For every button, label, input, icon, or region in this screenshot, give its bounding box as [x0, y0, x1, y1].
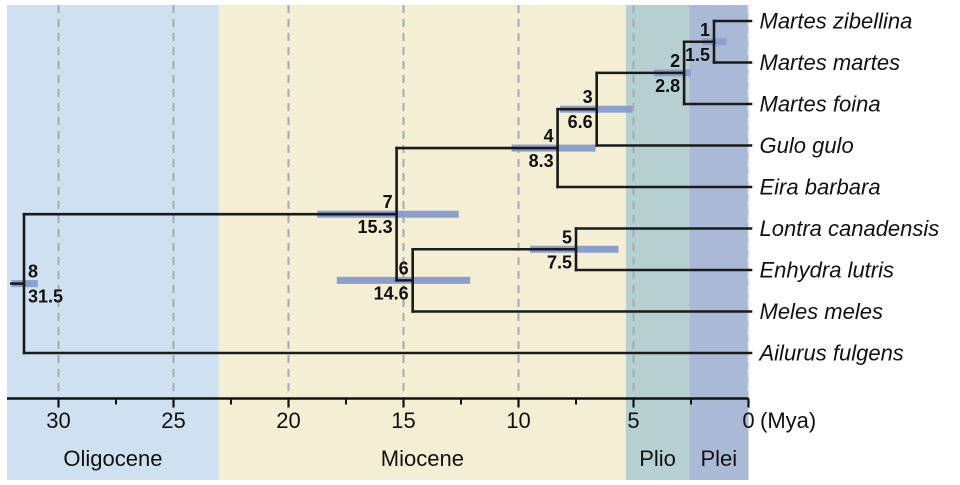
node-age-6: 14.6 [374, 283, 409, 303]
species-label-gulo-gulo: Gulo gulo [760, 133, 854, 158]
node-age-4: 8.3 [529, 151, 554, 171]
tick-label-20-mya: 20 [276, 408, 300, 433]
epoch-bands-layer [7, 5, 749, 480]
tree-branches-layer [10, 19, 753, 355]
species-label-enhydra-lutris: Enhydra lutris [760, 258, 895, 283]
epoch-label-miocene: Miocene [381, 446, 464, 471]
node-number-8: 8 [28, 262, 38, 282]
species-label-ailurus-fulgens: Ailurus fulgens [758, 341, 904, 366]
node-age-7: 15.3 [358, 217, 393, 237]
epoch-band-plei [689, 5, 749, 480]
species-label-lontra-canadensis: Lontra canadensis [760, 216, 940, 241]
node-age-5: 7.5 [547, 252, 572, 272]
tick-label-25-mya: 25 [161, 408, 185, 433]
epoch-label-plei: Plei [700, 446, 737, 471]
node-number-1: 1 [700, 20, 710, 40]
tick-label-10-mya: 10 [506, 408, 530, 433]
node-age-2: 2.8 [655, 76, 680, 96]
node-number-6: 6 [399, 258, 409, 278]
species-label-meles-meles: Meles meles [760, 299, 883, 324]
epoch-band-miocene [218, 5, 626, 480]
axis-unit-label: (Mya) [760, 408, 816, 433]
epoch-label-plio: Plio [639, 446, 676, 471]
labels-layer: 1 1.52 2.8 3 6.6 4 8.3 5 7.5 6 14.6 7 15.3 8 31.5 Marte… [28, 9, 939, 366]
tick-label-30-mya: 30 [46, 408, 70, 433]
species-label-martes-zibellina: Martes zibellina [760, 9, 913, 34]
node-number-4: 4 [544, 126, 554, 146]
species-label-eira-barbara: Eira barbara [760, 175, 881, 200]
node-number-7: 7 [383, 192, 393, 212]
species-label-martes-foina: Martes foina [760, 92, 881, 117]
node-age-3: 6.6 [568, 112, 593, 132]
species-label-martes-martes: Martes martes [760, 50, 901, 75]
gridlines-layer [57, 5, 750, 399]
epoch-label-oligocene: Oligocene [63, 446, 162, 471]
node-number-5: 5 [562, 227, 572, 247]
time-axis-layer: 30 25 20 15 10 5 0 (Mya) Oligocene Miocene Plio Ple… [7, 397, 816, 471]
tick-label-5-mya: 5 [627, 408, 639, 433]
tick-label-15-mya: 15 [391, 408, 415, 433]
node-number-3: 3 [583, 87, 593, 107]
node-number-2: 2 [670, 51, 680, 71]
node-age-8: 31.5 [28, 287, 63, 307]
tick-label-0-mya: 0 [742, 408, 754, 433]
epoch-band-plio [625, 5, 690, 480]
epoch-band-oligocene [7, 5, 219, 480]
node-age-1: 1.5 [685, 45, 710, 65]
